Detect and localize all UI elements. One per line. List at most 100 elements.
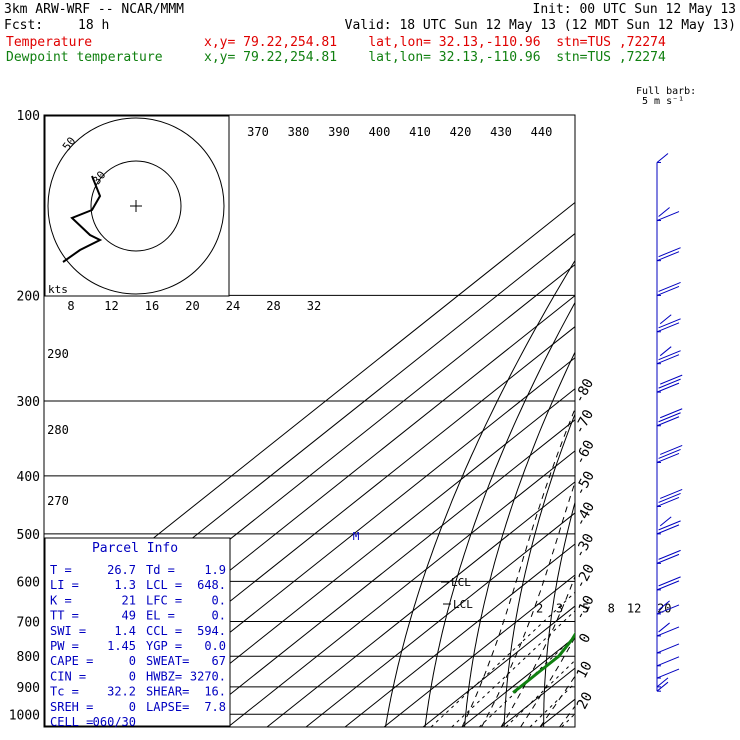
parcel-info-value: 26.7 <box>107 563 136 577</box>
kts-label: kts <box>48 283 68 296</box>
wind-barb <box>658 576 681 587</box>
isotherm-label: -40 <box>572 500 598 530</box>
dry-adiabat <box>620 115 740 727</box>
wind-barb <box>660 489 683 499</box>
wind-barb <box>660 408 683 419</box>
parcel-info-value: 594. <box>197 624 226 638</box>
forecast-label: Fcst: <box>4 18 44 33</box>
wind-barb <box>658 318 681 329</box>
hodograph-trace <box>62 175 103 263</box>
dry-adiabat <box>691 115 740 727</box>
dry-adiabat <box>464 351 575 727</box>
theta-label: 430 <box>490 125 512 139</box>
wind-barb <box>656 382 680 393</box>
moist-adiabat <box>539 675 575 727</box>
parcel-info-key: TT = <box>50 609 79 623</box>
mixing-ratio-line <box>430 591 575 727</box>
isotherm-label: 0 <box>576 631 594 646</box>
hodograph-speed-label: 8 <box>67 299 74 313</box>
pressure-label: 800 <box>17 650 40 665</box>
dewpoint-legend: Dewpoint temperature <box>6 50 163 65</box>
parcel-info-box <box>44 537 231 727</box>
dewpoint-line <box>512 631 575 694</box>
wind-barb <box>658 207 670 217</box>
parcel-info-value: 0. <box>212 609 226 623</box>
dry-adiabat-label: 270 <box>47 494 69 508</box>
parcel-info-value: 0 <box>129 700 136 714</box>
theta-label: 390 <box>328 125 350 139</box>
dry-adiabat <box>385 259 575 727</box>
mixing-ratio-label: 12 <box>627 601 641 615</box>
parcel-info-key: SREH = <box>50 700 93 714</box>
hodograph-ring-label: 50 <box>60 135 78 153</box>
isotherm-line <box>110 357 575 727</box>
parcel-info-value: 0 <box>129 669 136 683</box>
isotherm-label: -60 <box>572 438 598 468</box>
lcl-marker: LCL <box>451 576 471 589</box>
parcel-info-value: 0. <box>212 593 226 607</box>
plot-frame <box>43 114 576 728</box>
dry-adiabat <box>424 301 575 727</box>
parcel-info-key: CCL = <box>146 624 182 638</box>
parcel-info-key: SWI = <box>50 624 86 638</box>
barb-legend: Full barb: <box>636 86 696 97</box>
pressure-label: 1000 <box>9 708 40 723</box>
isotherm-label: 20 <box>574 690 596 712</box>
barb-legend: 5 m s⁻¹ <box>642 96 684 107</box>
parcel-info-value: 648. <box>197 578 226 592</box>
valid-time: Valid: 18 UTC Sun 12 May 13 (12 MDT Sun … <box>344 18 736 33</box>
hodograph-speed-label: 32 <box>307 299 321 313</box>
mixing-ratio-line <box>451 610 575 727</box>
wind-barb <box>656 322 680 333</box>
wind-barb <box>658 281 681 292</box>
wind-barb <box>656 416 680 427</box>
parcel-info-key: T = <box>50 563 72 577</box>
wind-barb <box>658 549 681 560</box>
wind-barb <box>656 153 669 163</box>
parcel-info-key: LI = <box>50 578 79 592</box>
mixing-ratio-label: 5 <box>582 601 589 615</box>
moist-adiabat <box>579 295 740 727</box>
parcel-info-key: Td = <box>146 563 175 577</box>
isotherm-line <box>344 543 575 727</box>
wind-barb <box>656 626 680 637</box>
wind-barb <box>658 378 681 389</box>
parcel-info-value: 1.3 <box>114 578 136 592</box>
hodograph-speed-label: 16 <box>145 299 159 313</box>
parcel-info-value: 16. <box>204 685 226 699</box>
wind-barb <box>659 314 672 325</box>
hodograph-speed-label: 28 <box>266 299 280 313</box>
theta-label: 370 <box>247 125 269 139</box>
parcel-info-key: K = <box>50 593 72 607</box>
wind-barb <box>658 350 681 361</box>
isotherm-line <box>383 574 575 727</box>
moist-adiabat <box>461 407 575 727</box>
wind-barb <box>656 251 680 262</box>
hodograph-ring <box>90 160 182 252</box>
wind-barb <box>656 668 680 679</box>
wind-barb <box>656 354 680 365</box>
parcel-info-value: 0.0 <box>204 639 226 653</box>
mixing-ratio-label: 2 <box>536 601 543 615</box>
dewpoint-location: x,y= 79.22,254.81 lat,lon= 32.13,-110.96… <box>204 50 666 65</box>
parcel-info-key: HWBZ= <box>146 669 182 683</box>
pressure-label: 300 <box>17 395 40 410</box>
isotherm-line <box>188 419 575 727</box>
wind-barb <box>658 247 681 258</box>
moist-adiabat <box>520 636 575 727</box>
wind-barb <box>656 211 680 221</box>
hodograph-speed-label: 24 <box>226 299 240 313</box>
dry-adiabat-label: 290 <box>47 347 69 361</box>
pressure-label: 900 <box>17 681 40 696</box>
theta-label: 420 <box>450 125 472 139</box>
init-time: Init: 00 UTC Sun 12 May 13 <box>532 2 737 17</box>
wind-barb <box>658 600 670 611</box>
theta-label: 440 <box>531 125 553 139</box>
wind-barb <box>659 346 672 357</box>
parcel-info-key: LAPSE= <box>146 700 189 714</box>
parcel-info-key: LCL = <box>146 578 182 592</box>
theta-label: 410 <box>409 125 431 139</box>
mixing-ratio-line <box>478 635 575 727</box>
wind-barb <box>656 524 680 535</box>
